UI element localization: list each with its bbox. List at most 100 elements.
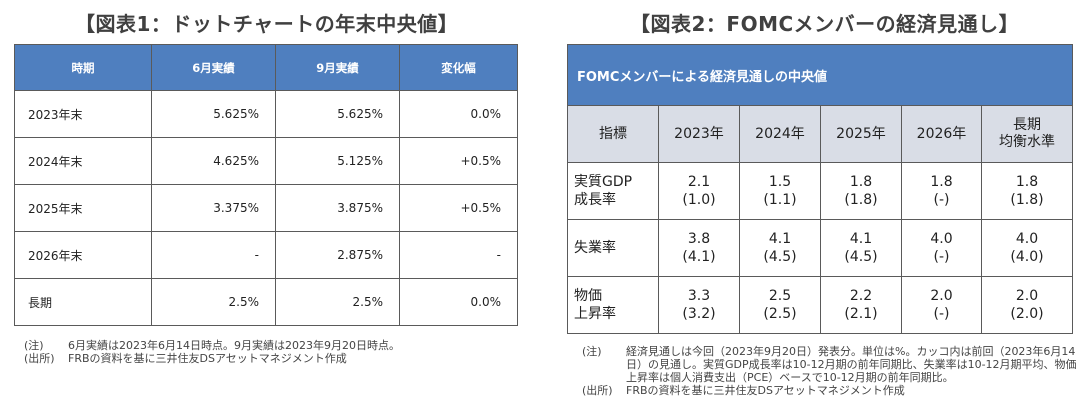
current-value: 2.1 [687,174,711,190]
table-row: 2024年末 4.625% 5.125% +0.5% [14,137,518,185]
previous-value: (2.5) [763,306,797,322]
previous-value: (-) [933,249,950,265]
label-line: 実質GDP [574,174,633,190]
table-cell: 4.1 (4.5) [820,219,902,277]
source-label: (出所) [24,352,55,365]
current-value: 1.5 [768,174,792,190]
current-value: 4.0 [930,231,953,247]
previous-value: (-) [933,192,950,208]
row-label: 2023年末 [14,90,152,138]
table-cell: - [151,231,276,279]
table-cell: 1.8 (1.8) [980,162,1074,220]
table-cell: 0.0% [399,90,518,138]
current-value: 2.0 [930,288,953,304]
label-line: 上昇率 [574,306,616,322]
table-cell: 1.8 (1.8) [820,162,902,220]
previous-value: (4.5) [844,249,878,265]
table-row: 実質GDP 成長率 2.1 (1.0) 1.5 (1.1) 1.8 (1.8) 1.8 (… [567,162,1074,220]
previous-value: (2.1) [844,306,878,322]
column-header: 2025年 [820,105,902,163]
table-cell: 3.3 (3.2) [658,276,740,334]
label-line: 物価 [574,288,602,304]
table2-title: 【図表2：FOMCメンバーの経済見通し】 [630,12,1020,36]
table-cell: +0.5% [399,184,518,232]
table-row: 失業率 3.8 (4.1) 4.1 (4.5) 4.1 (4.5) 4.0 (-) 4.… [567,219,1074,277]
note-label: (注) [24,339,44,352]
current-value: 3.8 [687,231,711,247]
table-banner: FOMCメンバーによる経済見通しの中央値 [566,44,1074,106]
column-header: 2024年 [739,105,821,163]
previous-value: (1.8) [844,192,878,208]
previous-value: (1.0) [682,192,716,208]
note-label: (注) [582,345,602,358]
table-cell: 4.0 (-) [901,219,982,277]
row-label: 2026年末 [14,231,152,279]
table-row: 物価 上昇率 3.3 (3.2) 2.5 (2.5) 2.2 (2.1) 2.0 (-) … [567,276,1074,334]
table-cell: 3.875% [275,184,400,232]
current-value: 4.1 [849,231,873,247]
row-label: 物価 上昇率 [567,276,659,334]
previous-value: (4.5) [763,249,797,265]
previous-value: (1.1) [763,192,797,208]
table-cell: 3.8 (4.1) [658,219,740,277]
table-cell: 1.8 (-) [901,162,982,220]
column-header: 9月実績 [275,44,400,91]
table-cell: 3.375% [151,184,276,232]
column-header: 2026年 [901,105,982,163]
dot-chart-median-table: 時期 6月実績 9月実績 変化幅 2023年末 5.625% 5.625% 0.… [14,44,518,326]
table-row: 2023年末 5.625% 5.625% 0.0% [14,90,518,138]
previous-value: (-) [933,306,950,322]
table-cell: 4.0 (4.0) [980,219,1074,277]
label-line: 失業率 [574,240,616,256]
table2-notes: (注) 経済見通しは今回（2023年9月20日）発表分。単位は%。カッコ内は前回（… [582,345,1082,397]
table-cell: 2.875% [275,231,400,279]
table-cell: 2.0 (2.0) [980,276,1074,334]
table-cell: 5.625% [151,90,276,138]
note-text: 経済見通しは今回（2023年9月20日）発表分。単位は%。カッコ内は前回（202… [626,345,1077,384]
column-header: 変化幅 [399,44,518,91]
table-cell: 0.0% [399,278,518,326]
previous-value: (4.0) [1010,249,1044,265]
table-cell: 2.1 (1.0) [658,162,740,220]
row-label: 2024年末 [14,137,152,185]
table-cell: 4.1 (4.5) [739,219,821,277]
table1-notes: (注) 6月実績は2023年6月14日時点。9月実績は2023年9月20日時点。 … [24,339,524,365]
current-value: 1.8 [849,174,873,190]
table-row: 2026年末 - 2.875% - [14,231,518,279]
fomc-projections-table: FOMCメンバーによる経済見通しの中央値 指標 2023年 2024年 2025… [566,44,1074,334]
current-value: 1.8 [930,174,953,190]
row-label: 2025年末 [14,184,152,232]
previous-value: (1.8) [1010,192,1044,208]
table-cell: - [399,231,518,279]
column-header: 2023年 [658,105,740,163]
column-header: 時期 [14,44,152,91]
current-value: 1.8 [1015,174,1039,190]
note-text: 6月実績は2023年6月14日時点。9月実績は2023年9月20日時点。 [68,339,400,352]
source-label: (出所) [582,384,613,397]
label-line: 長期 [1013,117,1042,133]
table-cell: 5.125% [275,137,400,185]
table-header-row: 時期 6月実績 9月実績 変化幅 [14,44,518,91]
source-text: FRBの資料を基に三井住友DSアセットマネジメント作成 [68,352,347,365]
table-cell: 2.5% [275,278,400,326]
table1-title: 【図表1：ドットチャートの年末中央値】 [75,12,459,36]
table-cell: +0.5% [399,137,518,185]
row-label: 失業率 [567,219,659,277]
table-row: 長期 2.5% 2.5% 0.0% [14,278,518,326]
current-value: 4.1 [768,231,792,247]
current-value: 2.5 [768,288,792,304]
label-line: 均衡水準 [999,134,1056,150]
previous-value: (3.2) [682,306,716,322]
source-text: FRBの資料を基に三井住友DSアセットマネジメント作成 [626,384,905,397]
current-value: 2.0 [1015,288,1039,304]
table-header-row: 指標 2023年 2024年 2025年 2026年 長期 均衡水準 [567,105,1074,163]
column-header: 指標 [567,105,659,163]
table-row: 2025年末 3.375% 3.875% +0.5% [14,184,518,232]
column-header: 6月実績 [151,44,276,91]
current-value: 4.0 [1015,231,1039,247]
row-label: 実質GDP 成長率 [567,162,659,220]
previous-value: (2.0) [1010,306,1044,322]
table-cell: 2.5% [151,278,276,326]
table-cell: 4.625% [151,137,276,185]
table-cell: 2.0 (-) [901,276,982,334]
